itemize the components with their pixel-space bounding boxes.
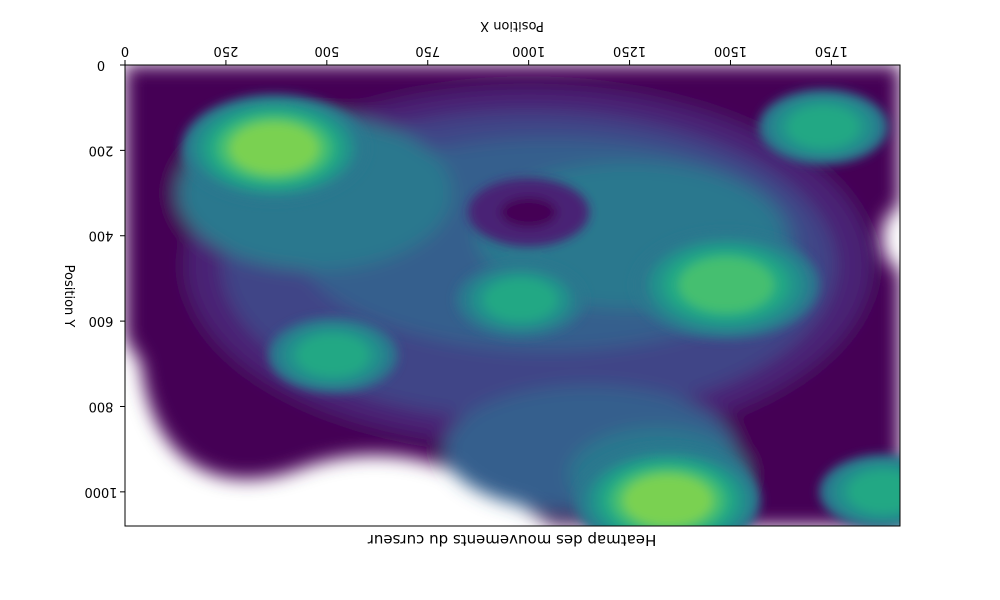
hotspot-4 [819, 454, 900, 526]
x-tick-label: 1250 [613, 43, 646, 58]
plot-frame [124, 64, 901, 527]
y-axis-title: Position Y [61, 265, 76, 328]
y-tick-label: 400 [89, 228, 114, 243]
y-tick-label: 0 [97, 57, 105, 72]
x-tick-label: 1750 [815, 43, 848, 58]
x-tick-label: 250 [213, 43, 238, 58]
hotspot-3 [455, 262, 586, 338]
x-tick-label: 500 [314, 43, 339, 58]
x-tick-label: 0 [121, 43, 129, 58]
x-axis-top: 0 250 500 750 1000 1250 1500 1750 [121, 43, 848, 65]
y-tick-label: 200 [89, 142, 114, 157]
x-axis-title: Position X [480, 18, 544, 33]
hotspot-6 [758, 89, 888, 165]
hotspot-0 [181, 94, 368, 203]
y-tick-label: 600 [89, 313, 114, 328]
x-tick-label: 1000 [512, 43, 545, 58]
x-tick-label: 750 [415, 43, 440, 58]
hotspot-5 [268, 317, 398, 393]
hotspot-7 [468, 178, 590, 247]
y-tick-label: 1000 [84, 484, 117, 499]
hotspot-2 [633, 230, 820, 339]
hotspot-1 [575, 446, 761, 526]
x-tick-label: 1500 [714, 43, 747, 58]
chart-title: Heatmap des mouvements du curseur [367, 531, 656, 549]
plot-area [125, 65, 900, 526]
y-axis-left: 0 200 400 600 800 1000 [84, 57, 125, 499]
y-tick-label: 800 [89, 398, 114, 413]
